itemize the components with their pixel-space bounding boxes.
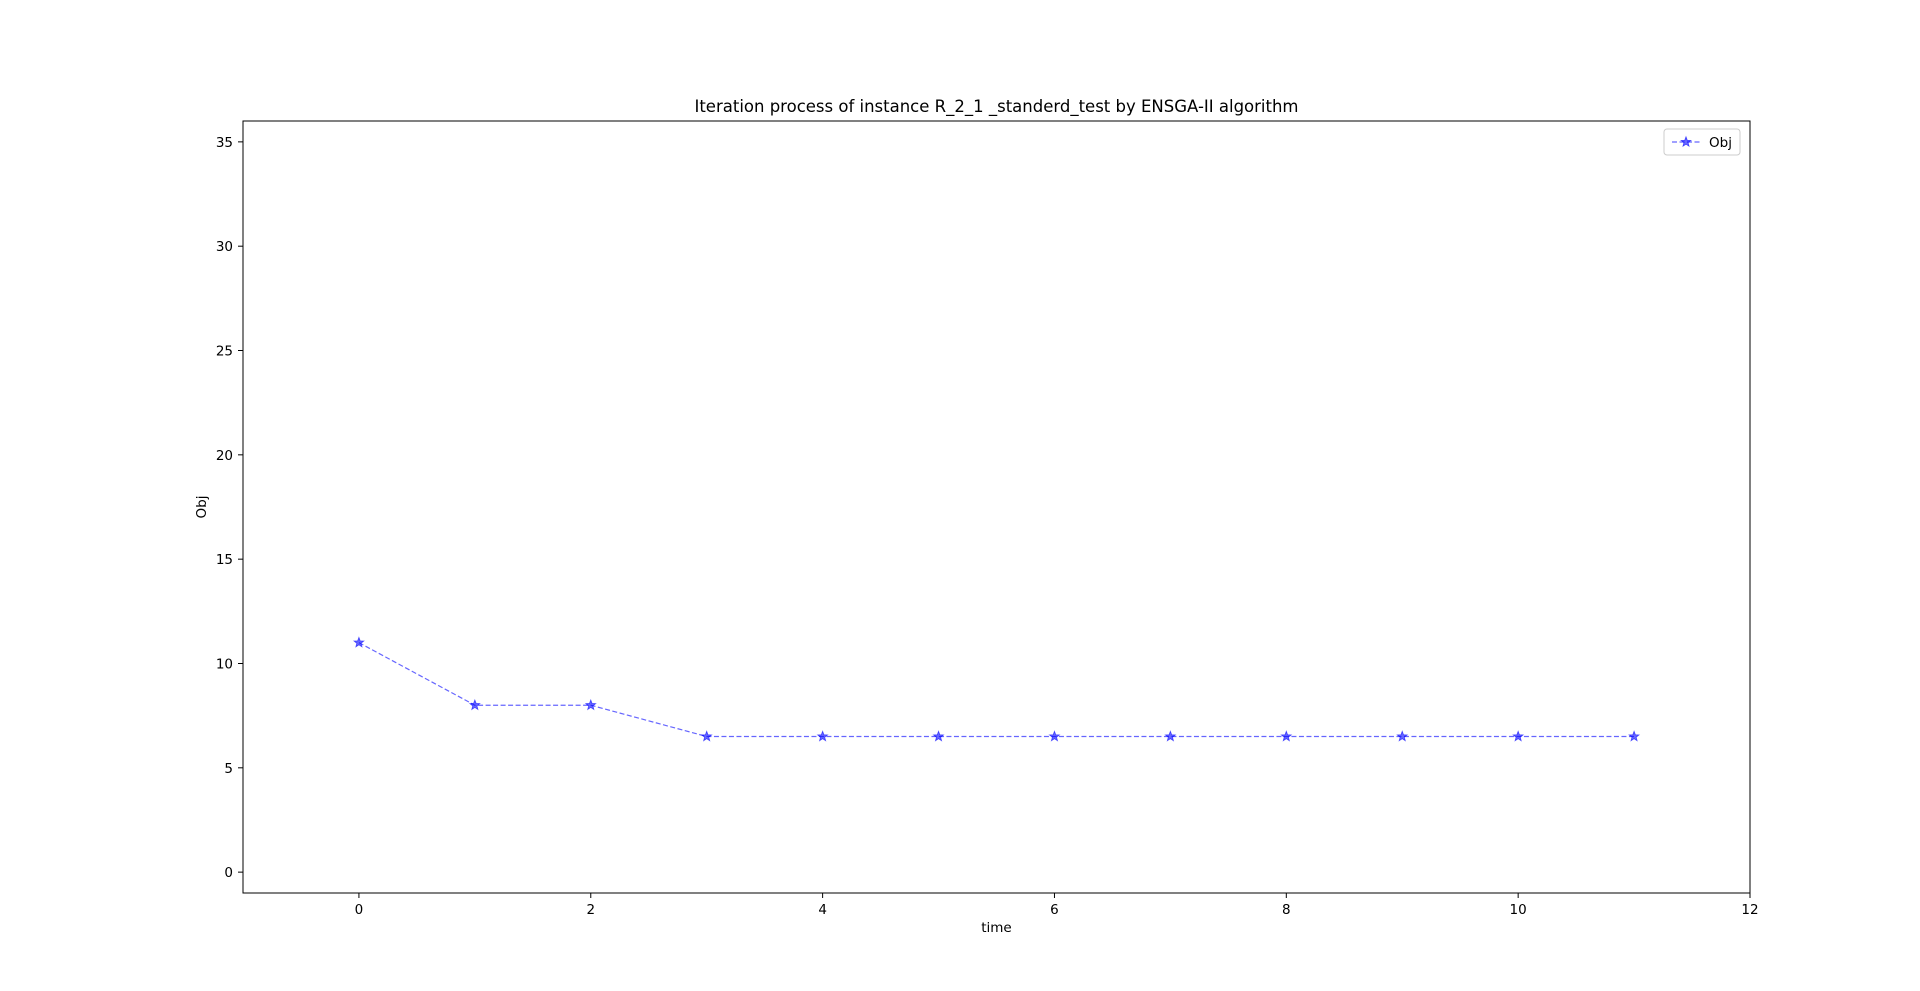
data-point	[816, 730, 829, 742]
y-tick-label: 5	[224, 761, 233, 777]
y-tick-label: 10	[216, 656, 233, 672]
y-tick-label: 20	[216, 448, 233, 464]
y-tick-label: 35	[216, 135, 233, 151]
data-point	[584, 698, 597, 711]
x-axis-title: time	[981, 920, 1012, 936]
data-point	[1396, 730, 1409, 742]
legend: Obj	[1663, 128, 1741, 156]
data-point	[700, 730, 713, 742]
chart-title: Iteration process of instance R_2_1 _sta…	[694, 97, 1298, 117]
x-tick-label: 8	[1282, 902, 1291, 918]
x-tick-label: 0	[355, 902, 364, 918]
y-tick-label: 0	[224, 865, 233, 881]
data-point	[1164, 730, 1177, 742]
legend-marker	[1679, 135, 1693, 148]
x-tick-label: 6	[1050, 902, 1059, 918]
series-line	[358, 642, 1635, 738]
legend-box	[1663, 128, 1741, 156]
x-axis-ticks: 0 2 4 6 8 10 12	[355, 893, 1759, 918]
legend-label: Obj	[1709, 135, 1732, 151]
x-tick-label: 12	[1741, 902, 1758, 918]
data-point	[352, 636, 365, 648]
series-layer	[352, 636, 1641, 742]
y-tick-label: 25	[216, 344, 233, 360]
data-point	[1628, 730, 1641, 742]
data-point	[1048, 730, 1061, 742]
x-tick-label: 10	[1510, 902, 1527, 918]
data-point	[1280, 730, 1293, 742]
y-tick-label: 30	[216, 239, 233, 255]
data-point	[468, 698, 481, 711]
data-point	[932, 730, 945, 742]
x-tick-label: 2	[586, 902, 595, 918]
y-tick-label: 15	[216, 552, 233, 568]
data-point	[1512, 730, 1525, 742]
x-tick-label: 4	[818, 902, 827, 918]
plot-area-frame	[242, 120, 1751, 894]
y-axis-ticks: 0 5 10 15 20 25 30 35	[216, 135, 243, 881]
y-axis-title: Obj	[194, 496, 210, 519]
